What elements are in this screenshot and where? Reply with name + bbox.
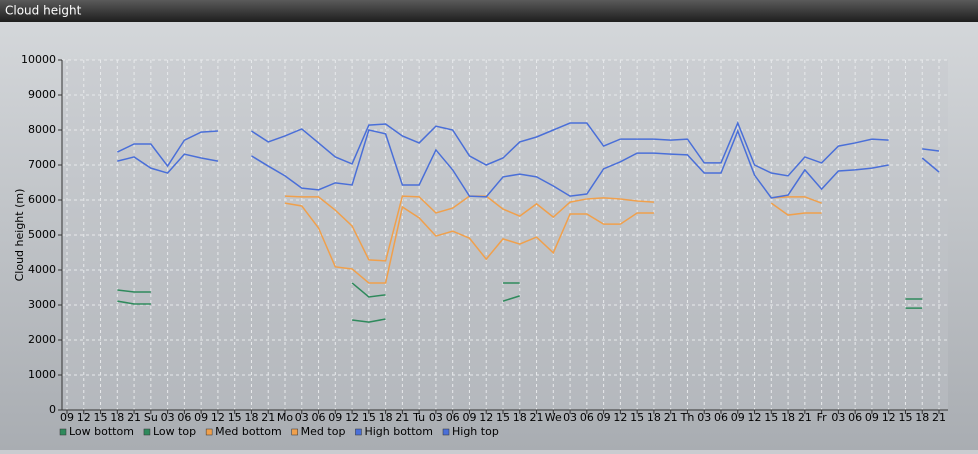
x-tick-label: 03 xyxy=(697,411,711,424)
x-tick-label: 12 xyxy=(882,411,896,424)
y-axis-label: Cloud height (m) xyxy=(13,189,26,282)
legend-swatch xyxy=(143,428,151,436)
x-tick-label: 12 xyxy=(748,411,762,424)
x-tick-label: Fr xyxy=(817,411,828,424)
y-tick-label: 6000 xyxy=(28,193,56,206)
x-tick-label: 15 xyxy=(630,411,644,424)
series-line xyxy=(117,153,219,174)
x-tick-label: Mo xyxy=(277,411,293,424)
x-tick-label: 15 xyxy=(764,411,778,424)
series-line xyxy=(116,130,218,168)
legend-label: Med bottom xyxy=(215,425,282,438)
x-tick-label: 21 xyxy=(664,411,678,424)
y-tick-label: 0 xyxy=(49,403,56,416)
y-tick-label: 7000 xyxy=(28,158,56,171)
x-tick-label: 09 xyxy=(60,411,74,424)
x-tick-label: 18 xyxy=(647,411,661,424)
title-bar xyxy=(0,0,978,22)
series-line xyxy=(502,295,520,302)
legend-label: High top xyxy=(452,425,499,438)
series-line xyxy=(117,289,151,293)
x-tick-label: 18 xyxy=(110,411,124,424)
x-tick-label: 15 xyxy=(94,411,108,424)
x-tick-label: 21 xyxy=(798,411,812,424)
series-line xyxy=(770,202,822,216)
x-tick-label: 12 xyxy=(479,411,493,424)
legend-swatch xyxy=(59,428,67,436)
x-tick-label: Su xyxy=(144,411,158,424)
x-tick-label: 21 xyxy=(261,411,275,424)
y-tick-label: 8000 xyxy=(28,123,56,136)
x-tick-label: 06 xyxy=(580,411,594,424)
y-tick-label: 3000 xyxy=(28,298,56,311)
x-tick-label: 06 xyxy=(714,411,728,424)
x-tick-label: 12 xyxy=(211,411,225,424)
x-tick-label: 21 xyxy=(530,411,544,424)
x-tick-label: 06 xyxy=(312,411,326,424)
x-tick-label: 18 xyxy=(244,411,258,424)
y-tick-label: 9000 xyxy=(28,88,56,101)
series-line xyxy=(117,300,151,305)
x-tick-label: 15 xyxy=(898,411,912,424)
legend-swatch xyxy=(205,428,213,436)
x-tick-label: 15 xyxy=(496,411,510,424)
x-tick-label: 03 xyxy=(563,411,577,424)
legend-label: Low top xyxy=(153,425,196,438)
x-tick-label: 06 xyxy=(177,411,191,424)
x-tick-label: 15 xyxy=(362,411,376,424)
x-tick-label: 09 xyxy=(194,411,208,424)
x-tick-label: 06 xyxy=(848,411,862,424)
x-tick-label: 03 xyxy=(295,411,309,424)
x-tick-label: 21 xyxy=(127,411,141,424)
x-tick-label: 03 xyxy=(429,411,443,424)
x-tick-label: 12 xyxy=(345,411,359,424)
series-line xyxy=(351,318,386,323)
y-tick-label: 10000 xyxy=(21,53,56,66)
x-tick-label: 03 xyxy=(161,411,175,424)
series-line xyxy=(284,202,654,284)
chart-title: Cloud height xyxy=(5,4,82,18)
x-tick-label: 21 xyxy=(395,411,409,424)
x-tick-label: 09 xyxy=(865,411,879,424)
x-tick-label: 12 xyxy=(77,411,91,424)
series-line xyxy=(251,121,889,177)
y-tick-label: 5000 xyxy=(28,228,56,241)
x-tick-label: Tu xyxy=(412,411,425,424)
legend-label: Low bottom xyxy=(69,425,134,438)
series-line xyxy=(771,196,822,204)
x-tick-label: 12 xyxy=(613,411,627,424)
x-tick-label: Th xyxy=(680,411,695,424)
x-tick-label: 18 xyxy=(379,411,393,424)
y-tick-label: 4000 xyxy=(28,263,56,276)
series-line xyxy=(251,128,889,199)
x-tick-label: 21 xyxy=(932,411,946,424)
x-tick-label: 18 xyxy=(915,411,929,424)
x-tick-label: 09 xyxy=(731,411,745,424)
x-tick-label: We xyxy=(545,411,562,424)
y-tick-label: 1000 xyxy=(28,368,56,381)
x-tick-label: 15 xyxy=(228,411,242,424)
x-tick-label: 09 xyxy=(462,411,476,424)
legend-label: Med top xyxy=(301,425,346,438)
x-tick-label: 06 xyxy=(446,411,460,424)
series-line xyxy=(922,148,940,152)
legend-label: High bottom xyxy=(364,425,433,438)
x-tick-label: 09 xyxy=(597,411,611,424)
series-line xyxy=(351,282,386,298)
y-tick-label: 2000 xyxy=(28,333,56,346)
legend-swatch xyxy=(291,428,298,436)
series-line xyxy=(921,157,940,173)
legend-swatch xyxy=(442,428,450,436)
legend-swatch xyxy=(355,428,362,436)
x-tick-label: 18 xyxy=(513,411,527,424)
x-tick-label: 09 xyxy=(328,411,342,424)
x-tick-label: 18 xyxy=(781,411,795,424)
x-tick-label: 03 xyxy=(831,411,845,424)
